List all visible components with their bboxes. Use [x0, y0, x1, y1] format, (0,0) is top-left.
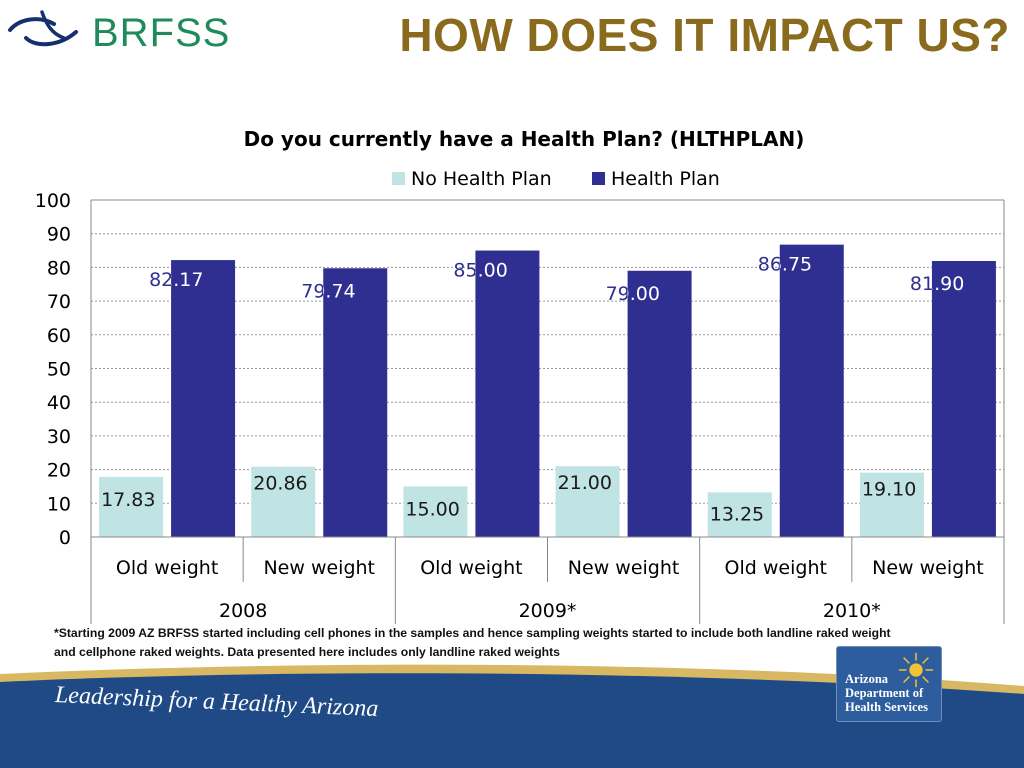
bar-no-health-plan	[555, 466, 620, 537]
bar-no-health-plan	[403, 486, 468, 537]
label-health-plan: 81.90	[910, 273, 964, 295]
label-health-plan-overhang: 82.17	[149, 269, 203, 291]
footnote: *Starting 2009 AZ BRFSS started includin…	[54, 624, 1004, 662]
y-tick-label: 30	[47, 426, 71, 448]
adhs-line-2: Department of	[845, 686, 924, 700]
label-health-plan-overhang: 79.74	[301, 280, 355, 302]
x-group-label: 2008	[219, 600, 267, 622]
label-health-plan: 79.00	[606, 283, 660, 305]
label-health-plan-overhang: 86.75	[758, 254, 812, 276]
x-category-label: New weight	[263, 557, 375, 579]
sun-icon	[898, 652, 934, 688]
footnote-line-2: and cellphone raked weights. Data presen…	[54, 645, 560, 659]
x-group-label: 2010*	[823, 600, 881, 622]
bar-health-plan	[779, 244, 844, 537]
data-labels: 17.83 20.86 15.00 21.00 13.25 19.10 82.17 79.74…	[101, 254, 964, 526]
label-health-plan-overhang: 81.90	[910, 273, 964, 295]
bar-health-plan	[323, 268, 388, 537]
x-category-label: Old weight	[116, 557, 218, 579]
label-no-health-plan: 13.25	[710, 503, 764, 525]
y-tick-label: 0	[59, 527, 71, 549]
chart-legend: No Health Plan Health Plan	[392, 168, 720, 190]
health-plan-chart: Do you currently have a Health Plan? (HL…	[35, 127, 1005, 624]
x-category-label: Old weight	[420, 557, 522, 579]
brfss-logo: BRFSS	[8, 10, 230, 55]
label-health-plan: 79.74	[301, 280, 355, 302]
y-tick-label: 20	[47, 460, 71, 482]
chart-title: Do you currently have a Health Plan? (HL…	[244, 127, 805, 151]
x-category-label: New weight	[872, 557, 984, 579]
legend-swatch-health-plan	[592, 172, 605, 185]
legend-label: No Health Plan	[411, 168, 552, 190]
bar-no-health-plan	[707, 492, 772, 537]
y-tick-label: 60	[47, 325, 71, 347]
logo-text: BRFSS	[92, 11, 230, 55]
bar-health-plan	[171, 260, 236, 537]
label-no-health-plan: 17.83	[101, 489, 155, 511]
bar-no-health-plan	[859, 472, 924, 537]
y-tick-label: 100	[35, 190, 71, 212]
y-tick-label: 90	[47, 224, 71, 246]
adhs-logo: Arizona Department of Health Services	[836, 646, 942, 722]
bar-no-health-plan	[99, 476, 164, 537]
label-health-plan: 85.00	[453, 260, 507, 282]
label-no-health-plan: 21.00	[558, 472, 612, 494]
bar-health-plan	[627, 270, 692, 537]
label-no-health-plan: 20.86	[253, 473, 307, 495]
y-tick-label: 80	[47, 257, 71, 279]
footnote-line-1: *Starting 2009 AZ BRFSS started includin…	[54, 626, 891, 640]
label-no-health-plan: 19.10	[862, 479, 916, 501]
legend-label: Health Plan	[611, 168, 720, 190]
label-health-plan: 86.75	[758, 254, 812, 276]
slide-title: HOW DOES IT IMPACT US?	[399, 9, 1010, 61]
bar-no-health-plan	[251, 466, 316, 537]
label-health-plan: 82.17	[149, 269, 203, 291]
bottom-banner	[0, 664, 1024, 768]
chart-bars	[99, 244, 996, 538]
x-category-label: New weight	[568, 557, 680, 579]
x-category-label: Old weight	[725, 557, 827, 579]
legend-swatch-no-health-plan	[392, 172, 405, 185]
adhs-line-3: Health Services	[845, 700, 928, 714]
y-tick-label: 70	[47, 291, 71, 313]
x-group-label: 2009*	[519, 600, 577, 622]
bar-health-plan	[475, 250, 540, 538]
bar-health-plan	[931, 260, 996, 537]
y-tick-label: 50	[47, 359, 71, 381]
brfss-logo-icon	[8, 10, 78, 47]
x-axis: Old weight New weight Old weight New weight…	[90, 536, 1005, 624]
label-health-plan-overhang: 79.00	[606, 283, 660, 305]
label-no-health-plan: 15.00	[405, 498, 459, 520]
y-tick-label: 40	[47, 392, 71, 414]
label-health-plan-overhang: 85.00	[453, 260, 507, 282]
y-axis: 0 10 20 30 40 50 60 70 80 90 100	[35, 190, 1005, 549]
adhs-line-1: Arizona	[845, 672, 889, 686]
y-tick-label: 10	[47, 493, 71, 515]
